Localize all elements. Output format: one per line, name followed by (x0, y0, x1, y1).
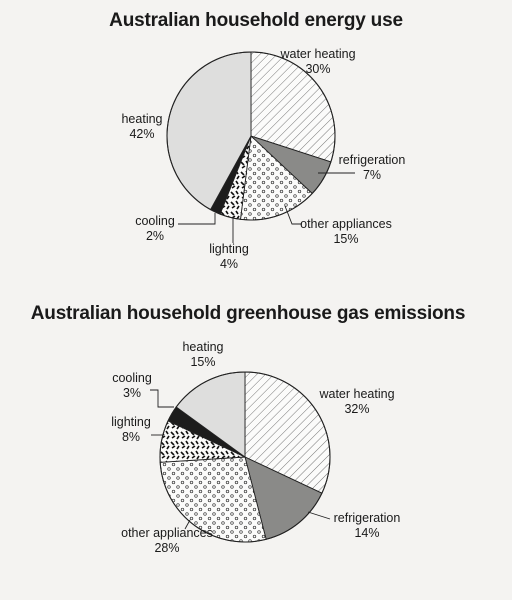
energy-label-other-appliances: other appliances (300, 217, 392, 231)
emissions-leader-other-appliances (184, 519, 191, 530)
emissions-value-heating: 15% (190, 355, 215, 369)
energy-value-cooling: 2% (146, 229, 164, 243)
chart-title-greenhouse-emissions: Australian household greenhouse gas emis… (30, 303, 466, 324)
energy-value-refrigeration: 7% (363, 168, 381, 182)
emissions-label-refrigeration: refrigeration (334, 511, 401, 525)
energy-value-lighting: 4% (220, 257, 238, 271)
emissions-leader-refrigeration (307, 511, 331, 520)
emissions-value-water-heating: 32% (344, 402, 369, 416)
emissions-label-cooling: cooling (112, 371, 152, 385)
energy-label-water-heating: water heating (279, 47, 355, 61)
energy-label-refrigeration: refrigeration (339, 153, 406, 167)
chart-title-energy-use: Australian household energy use (109, 10, 403, 31)
energy-label-heating: heating (121, 112, 162, 126)
energy-label-lighting: lighting (209, 242, 249, 256)
energy-value-other-appliances: 15% (333, 232, 358, 246)
emissions-value-refrigeration: 14% (354, 526, 379, 540)
emissions-value-other-appliances: 28% (154, 541, 179, 555)
emissions-label-water-heating: water heating (318, 387, 394, 401)
emissions-label-lighting: lighting (111, 415, 151, 429)
energy-leader-cooling (178, 213, 216, 225)
energy-label-cooling: cooling (135, 214, 175, 228)
emissions-leader-cooling (150, 389, 174, 408)
energy-value-heating: 42% (129, 127, 154, 141)
emissions-value-lighting: 8% (122, 430, 140, 444)
emissions-label-heating: heating (182, 340, 223, 354)
energy-leader-other-appliances (284, 205, 302, 225)
energy-value-water-heating: 30% (305, 62, 330, 76)
emissions-value-cooling: 3% (123, 386, 141, 400)
emissions-label-other-appliances: other appliances (121, 526, 213, 540)
